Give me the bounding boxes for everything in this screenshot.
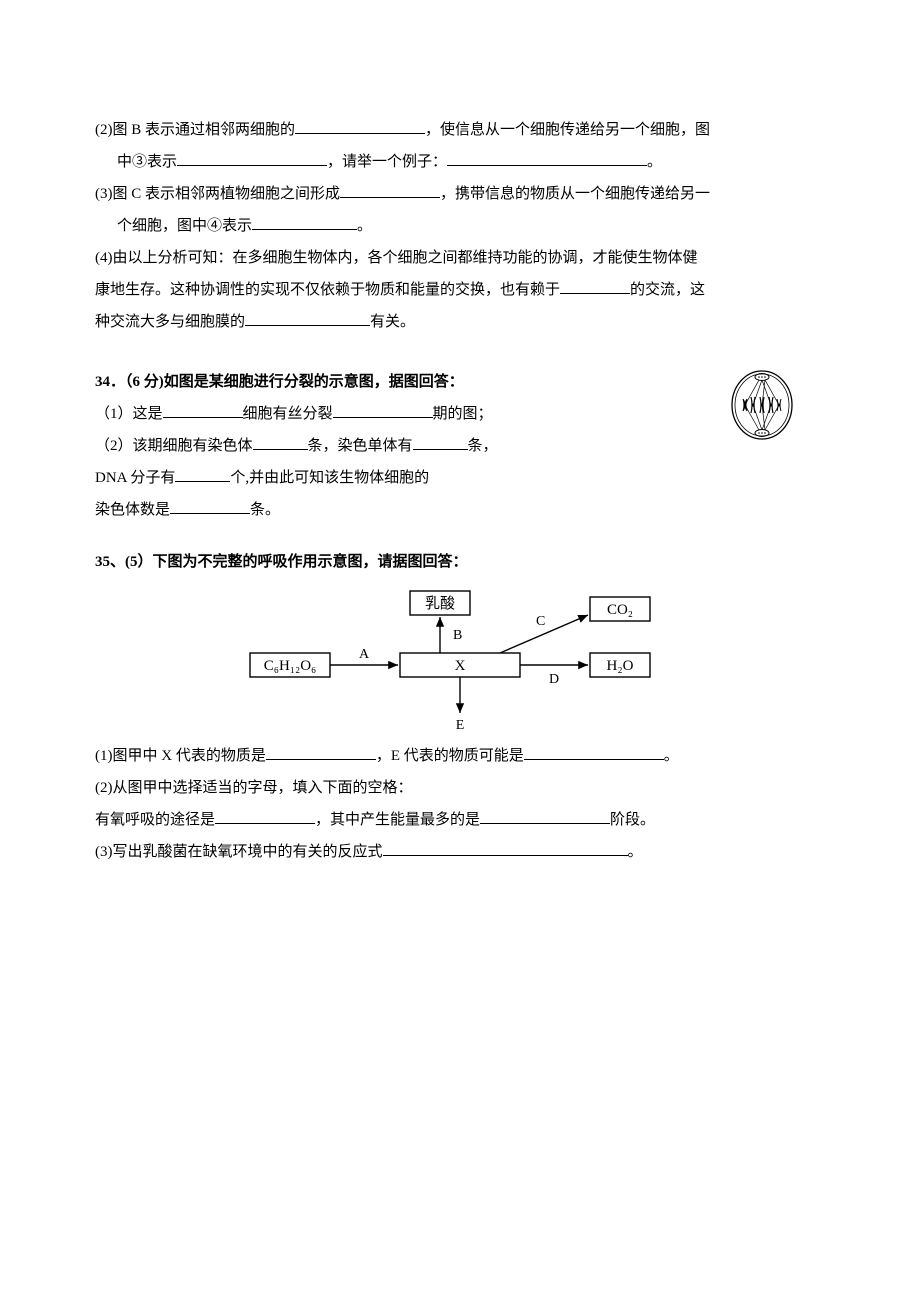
blank[interactable] xyxy=(253,435,308,450)
blank[interactable] xyxy=(524,745,664,760)
label-b: B xyxy=(453,628,462,643)
text: 有氧呼吸的途径是 xyxy=(95,812,215,828)
cell-mitosis-icon xyxy=(729,369,795,441)
label-glucose: C₆H₁₂O₆ xyxy=(264,658,317,674)
text: (4)由以上分析可知：在多细胞生物体内，各个细胞之间都维持功能的协调，才能使生物… xyxy=(95,250,698,266)
text: (1)图甲中 X 代表的物质是 xyxy=(95,748,266,764)
text: 个,并由此可知该生物体细胞的 xyxy=(230,470,429,486)
blank[interactable] xyxy=(266,745,376,760)
label-co2: CO₂ xyxy=(607,602,633,618)
text: （1）这是 xyxy=(95,406,163,422)
blank[interactable] xyxy=(333,403,433,418)
q35-respiration-diagram: 乳酸 CO₂ C₆H₁₂O₆ X H₂O A B C D E xyxy=(240,585,680,735)
text: 细胞有丝分裂 xyxy=(243,406,333,422)
blank[interactable] xyxy=(175,467,230,482)
label-h2o: H₂O xyxy=(607,658,634,674)
text: （2）该期细胞有染色体 xyxy=(95,438,253,454)
text: 阶段。 xyxy=(610,812,655,828)
q34-line-2: （2）该期细胞有染色体 条，染色单体有 条， xyxy=(95,431,825,461)
text: 。 xyxy=(628,844,643,860)
q35-line-1: (1)图甲中 X 代表的物质是 ，E 代表的物质可能是 。 xyxy=(95,741,825,771)
q33-line-4c: 种交流大多与细胞膜的 有关。 xyxy=(95,307,825,337)
text: 中③表示 xyxy=(117,154,177,170)
text: DNA 分子有 xyxy=(95,470,175,486)
text: 期的图； xyxy=(433,406,493,422)
q34-title: 34．（6 分)如图是某细胞进行分裂的示意图，据图回答： xyxy=(95,367,825,397)
text: 个细胞，图中④表示 xyxy=(117,218,252,234)
q33-line-2b: 中③表示 ，请举一个例子： 。 xyxy=(95,147,825,177)
blank[interactable] xyxy=(252,215,357,230)
blank[interactable] xyxy=(413,435,468,450)
q33-line-4a: (4)由以上分析可知：在多细胞生物体内，各个细胞之间都维持功能的协调，才能使生物… xyxy=(95,243,825,273)
q34-line-3: DNA 分子有 个,并由此可知该生物体细胞的 xyxy=(95,463,825,493)
blank[interactable] xyxy=(295,119,425,134)
q35-line-3: 有氧呼吸的途径是 ，其中产生能量最多的是 阶段。 xyxy=(95,805,825,835)
blank[interactable] xyxy=(383,841,628,856)
text: 。 xyxy=(647,154,662,170)
text: (3)图 C 表示相邻两植物细胞之间形成 xyxy=(95,186,340,202)
q33-line-4b: 康地生存。这种协调性的实现不仅依赖于物质和能量的交换，也有赖于 的交流，这 xyxy=(95,275,825,305)
blank[interactable] xyxy=(177,151,327,166)
text: ，其中产生能量最多的是 xyxy=(315,812,480,828)
label-e: E xyxy=(456,718,465,733)
label-a: A xyxy=(359,647,370,662)
text: ，携带信息的物质从一个细胞传递给另一 xyxy=(440,186,710,202)
q35-title: 35、(5）下图为不完整的呼吸作用示意图，请据图回答： xyxy=(95,547,825,577)
label-c: C xyxy=(536,614,545,629)
text: 条。 xyxy=(250,502,280,518)
blank[interactable] xyxy=(340,183,440,198)
blank[interactable] xyxy=(480,809,610,824)
blank[interactable] xyxy=(560,279,630,294)
text: (2)图 B 表示通过相邻两细胞的 xyxy=(95,122,295,138)
text: 条， xyxy=(468,438,498,454)
text: 染色体数是 xyxy=(95,502,170,518)
blank[interactable] xyxy=(245,311,370,326)
q34-line-1: （1）这是 细胞有丝分裂 期的图； xyxy=(95,399,825,429)
q35-line-2: (2)从图甲中选择适当的字母，填入下面的空格： xyxy=(95,773,825,803)
text: 有关。 xyxy=(370,314,415,330)
text: ，使信息从一个细胞传递给另一个细胞，图 xyxy=(425,122,710,138)
text: 。 xyxy=(357,218,372,234)
q35-line-4: (3)写出乳酸菌在缺氧环境中的有关的反应式 。 xyxy=(95,837,825,867)
q33-line-3b: 个细胞，图中④表示 。 xyxy=(95,211,825,241)
blank[interactable] xyxy=(215,809,315,824)
text: ，请举一个例子： xyxy=(327,154,447,170)
q34-line-4: 染色体数是 条。 xyxy=(95,495,825,525)
text: 。 xyxy=(664,748,679,764)
blank[interactable] xyxy=(163,403,243,418)
blank[interactable] xyxy=(447,151,647,166)
text: 康地生存。这种协调性的实现不仅依赖于物质和能量的交换，也有赖于 xyxy=(95,282,560,298)
q33-line-3a: (3)图 C 表示相邻两植物细胞之间形成 ，携带信息的物质从一个细胞传递给另一 xyxy=(95,179,825,209)
label-d: D xyxy=(549,672,559,687)
text: 种交流大多与细胞膜的 xyxy=(95,314,245,330)
text: 的交流，这 xyxy=(630,282,705,298)
text: ，E 代表的物质可能是 xyxy=(376,748,524,764)
blank[interactable] xyxy=(170,499,250,514)
q33-line-2a: (2)图 B 表示通过相邻两细胞的 ，使信息从一个细胞传递给另一个细胞，图 xyxy=(95,115,825,145)
q34-block: 34．（6 分)如图是某细胞进行分裂的示意图，据图回答： （1）这是 细胞有丝分裂… xyxy=(95,367,825,525)
label-lactic-acid: 乳酸 xyxy=(425,595,455,612)
label-x: X xyxy=(455,658,466,674)
text: (3)写出乳酸菌在缺氧环境中的有关的反应式 xyxy=(95,844,383,860)
text: 条，染色单体有 xyxy=(308,438,413,454)
